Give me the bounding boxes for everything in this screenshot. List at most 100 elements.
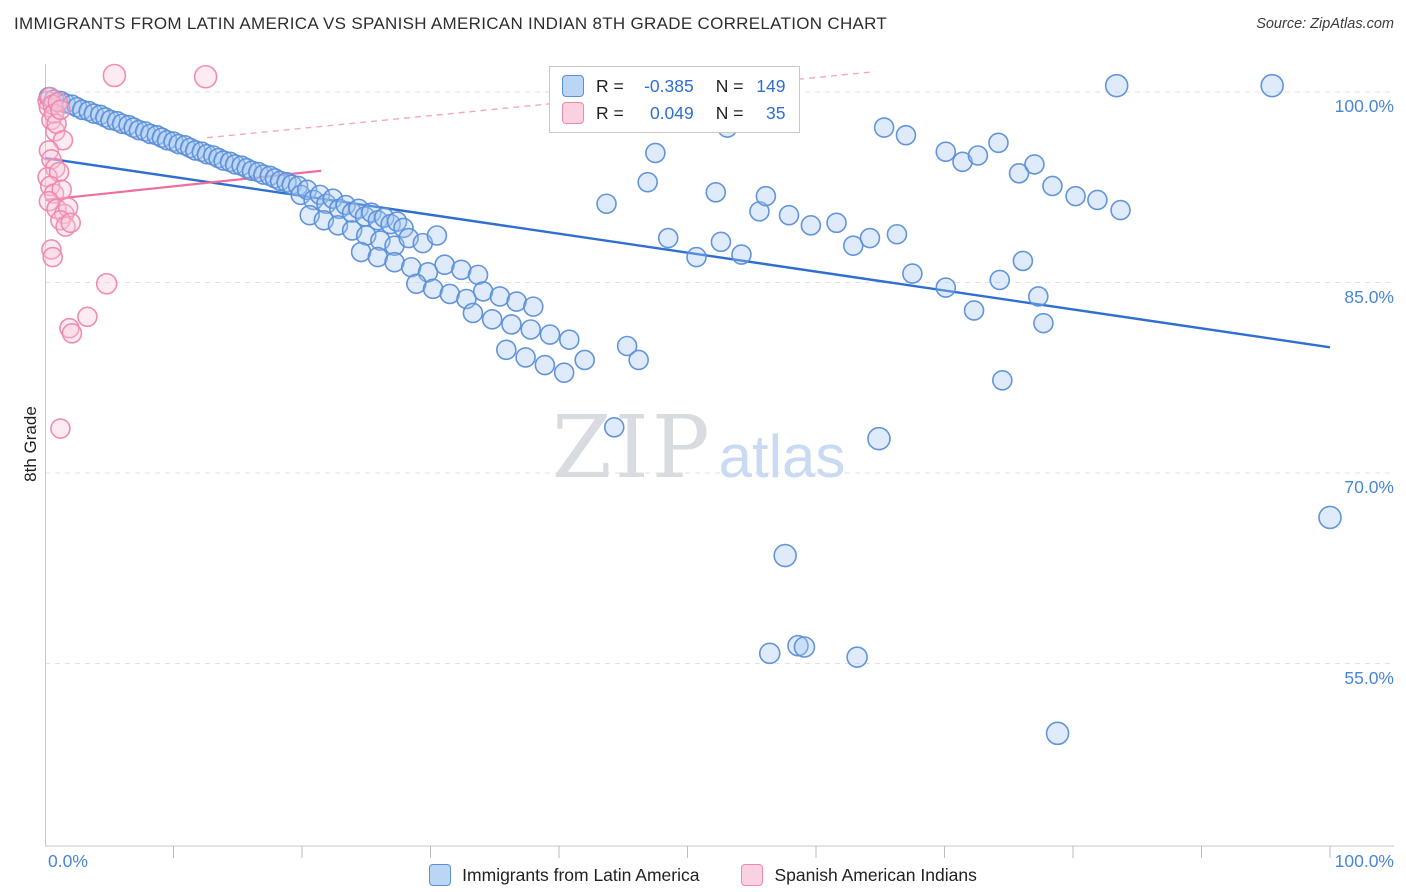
chart-legend-label: Spanish American Indians	[774, 864, 977, 885]
data-point-latin-america	[501, 314, 522, 335]
data-point-latin-america	[426, 225, 448, 246]
data-point-latin-america	[686, 246, 707, 268]
data-point-latin-america	[496, 339, 517, 361]
data-point-spanish-american-indian	[51, 179, 73, 201]
data-point-spanish-american-indian	[38, 190, 60, 212]
y-tick-label: 55.0%	[1344, 667, 1394, 688]
data-point-latin-america	[778, 204, 800, 226]
data-point-latin-america	[645, 142, 666, 164]
n-label: N =	[715, 75, 744, 96]
data-point-latin-america	[859, 227, 881, 249]
n-label: N =	[715, 102, 744, 123]
data-point-latin-america	[1012, 250, 1034, 272]
data-point-latin-america	[1110, 199, 1131, 221]
correlation-legend-row-pink: R = 0.049 N = 35	[562, 102, 785, 124]
data-point-latin-america	[467, 264, 489, 286]
y-tick-label: 85.0%	[1344, 286, 1394, 307]
chart-legend-label: Immigrants from Latin America	[462, 864, 700, 885]
n-value: 149	[756, 75, 786, 96]
data-point-spanish-american-indian	[95, 272, 118, 295]
data-point-latin-america	[749, 201, 770, 222]
data-point-latin-america	[755, 185, 777, 207]
data-point-latin-america	[988, 132, 1009, 154]
data-point-latin-america	[886, 223, 908, 245]
data-point-spanish-american-indian	[50, 99, 71, 121]
data-point-latin-america	[522, 296, 544, 317]
data-point-latin-america	[628, 349, 649, 371]
correlation-legend: R = -0.385 N = 149 R = 0.049 N = 35	[549, 66, 801, 133]
data-point-spanish-american-indian	[52, 129, 74, 151]
data-point-latin-america	[705, 182, 727, 203]
data-point-latin-america	[758, 642, 781, 665]
data-point-latin-america	[1104, 73, 1129, 98]
data-point-latin-america	[793, 636, 816, 658]
data-point-latin-america	[574, 349, 596, 371]
data-point-latin-america	[481, 309, 503, 330]
pink-dashed-projection-line	[206, 70, 876, 139]
r-value: -0.385	[644, 75, 694, 96]
data-point-spanish-american-indian	[42, 246, 64, 268]
data-point-latin-america	[1087, 189, 1108, 211]
data-point-latin-america	[731, 244, 752, 265]
data-point-latin-america	[710, 231, 732, 253]
data-point-latin-america	[935, 141, 957, 162]
data-point-latin-america	[873, 117, 895, 138]
data-point-latin-america	[800, 215, 822, 236]
data-point-spanish-american-indian	[61, 322, 83, 344]
data-point-latin-america	[1260, 73, 1284, 98]
data-point-latin-america	[826, 212, 847, 234]
data-point-latin-america	[935, 277, 957, 298]
data-point-latin-america	[842, 235, 864, 256]
data-point-latin-america	[1028, 286, 1049, 307]
x-axis-max-label: 100.0%	[1334, 851, 1394, 871]
data-point-spanish-american-indian	[41, 239, 62, 260]
data-point-latin-america	[902, 263, 923, 284]
data-point-spanish-american-indian	[193, 64, 218, 89]
data-point-latin-america	[393, 217, 414, 239]
data-point-latin-america	[462, 302, 484, 324]
data-point-latin-america	[773, 543, 797, 568]
data-point-latin-america	[787, 634, 809, 657]
pink-series-swatch	[562, 102, 584, 124]
blue-series-swatch	[429, 864, 452, 886]
data-point-latin-america	[989, 269, 1011, 291]
data-point-spanish-american-indian	[102, 63, 127, 88]
chart-legend: Immigrants from Latin America Spanish Am…	[0, 864, 1406, 886]
data-point-latin-america	[1008, 162, 1030, 184]
n-value: 35	[766, 102, 786, 123]
y-tick-label: 100.0%	[1334, 96, 1394, 116]
data-point-latin-america	[1318, 505, 1342, 530]
data-point-latin-america	[967, 145, 989, 166]
r-value: 0.049	[649, 102, 694, 123]
data-point-latin-america	[553, 362, 575, 383]
x-axis-min-label: 0.0%	[48, 851, 88, 871]
data-point-latin-america	[520, 319, 542, 340]
data-point-latin-america	[992, 369, 1013, 391]
chart-legend-item-latin-america: Immigrants from Latin America	[429, 864, 699, 886]
blue-series-swatch	[562, 75, 584, 97]
data-point-latin-america	[637, 171, 658, 193]
y-axis-title: 8th Grade	[21, 406, 40, 482]
page-title: IMMIGRANTS FROM LATIN AMERICA VS SPANISH…	[14, 14, 888, 33]
chart-legend-item-spanish-american-indians: Spanish American Indians	[741, 864, 977, 886]
correlation-legend-row-blue: R = -0.385 N = 149	[562, 75, 785, 97]
data-point-spanish-american-indian	[50, 418, 71, 439]
data-point-latin-america	[539, 324, 561, 345]
data-point-latin-america	[515, 347, 536, 368]
source-label: Source: ZipAtlas.com	[1256, 16, 1394, 32]
data-point-latin-america	[296, 179, 318, 201]
data-point-latin-america	[558, 329, 580, 350]
data-point-latin-america	[867, 426, 891, 451]
data-point-latin-america	[952, 151, 973, 173]
data-point-latin-america	[1065, 185, 1086, 207]
pink-trend-line	[44, 169, 322, 202]
data-point-latin-america	[322, 188, 344, 209]
pink-series-swatch	[741, 864, 764, 886]
data-point-latin-america	[846, 646, 868, 668]
data-point-latin-america	[603, 416, 625, 438]
data-point-latin-america	[1042, 175, 1063, 197]
data-point-latin-america	[895, 124, 917, 146]
data-point-latin-america	[534, 354, 556, 376]
